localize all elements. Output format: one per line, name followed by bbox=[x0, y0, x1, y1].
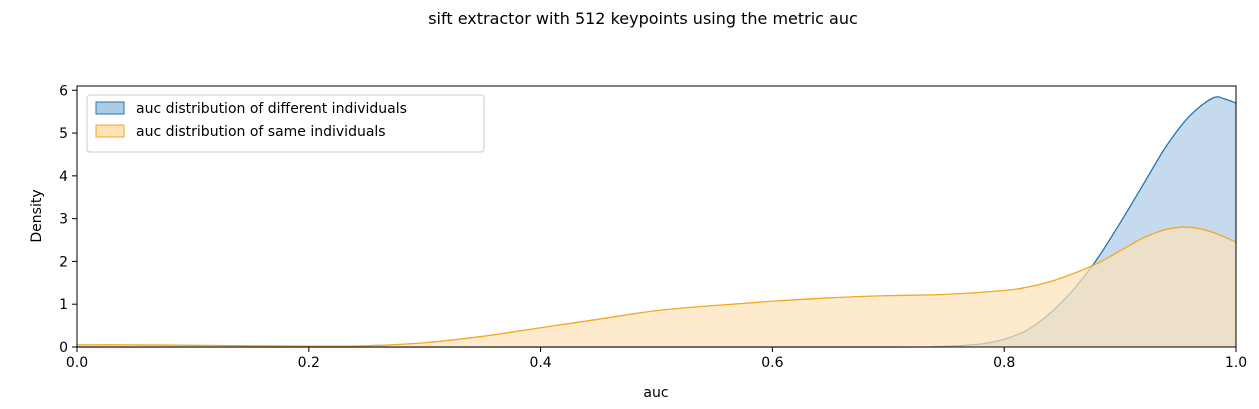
x-tick-label: 0.4 bbox=[529, 355, 551, 371]
y-tick-label: 3 bbox=[59, 212, 68, 228]
x-tick-label: 1.0 bbox=[1225, 355, 1247, 371]
x-axis: 0.0 0.2 0.4 0.6 0.8 1.0 bbox=[66, 347, 1247, 371]
y-axis-label: Density bbox=[29, 189, 45, 242]
y-tick-label: 2 bbox=[59, 254, 68, 270]
legend-swatch bbox=[95, 124, 125, 138]
y-tick-label: 6 bbox=[59, 83, 68, 99]
y-tick-label: 0 bbox=[59, 340, 68, 356]
legend-swatch bbox=[95, 101, 125, 115]
legend-label: auc distribution of different individual… bbox=[136, 101, 407, 117]
legend: auc distribution of different individual… bbox=[86, 94, 485, 153]
series-1-line bbox=[76, 226, 1237, 347]
legend-label: auc distribution of same individuals bbox=[136, 124, 386, 140]
y-tick-label: 1 bbox=[59, 297, 68, 313]
chart-title: sift extractor with 512 keypoints using … bbox=[428, 9, 858, 28]
y-axis: 0 1 2 3 4 5 6 bbox=[59, 83, 77, 356]
series-1-area bbox=[77, 227, 1236, 347]
x-tick-label: 0.8 bbox=[993, 355, 1015, 371]
x-tick-label: 0.6 bbox=[761, 355, 783, 371]
legend-box bbox=[86, 94, 485, 153]
y-tick-label: 5 bbox=[59, 126, 68, 142]
x-axis-label: auc bbox=[643, 385, 668, 401]
plot-frame bbox=[76, 85, 1237, 348]
x-tick-label: 0.0 bbox=[66, 355, 88, 371]
x-tick-label: 0.2 bbox=[298, 355, 320, 371]
y-tick-label: 4 bbox=[59, 169, 68, 185]
